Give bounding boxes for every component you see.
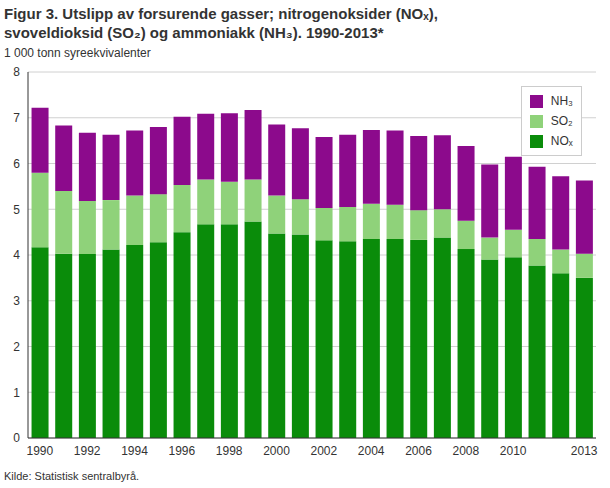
html-text:Figur 3. Utslipp av forsurende: Figur 3. Utslipp av forsurende gasser; n… [4,5,438,41]
svg-text:2004: 2004 [358,444,385,458]
svg-text:1992: 1992 [74,444,101,458]
svg-text:1998: 1998 [216,444,243,458]
svg-text:1996: 1996 [168,444,195,458]
svg-text:2010: 2010 [500,444,527,458]
svg-text:2008: 2008 [452,444,479,458]
svg-text:2: 2 [13,340,20,354]
svg-text:3: 3 [13,294,20,308]
svg-text:0: 0 [13,431,20,445]
svg-text:1: 1 [13,386,20,400]
svg-text:2013: 2013 [571,444,598,458]
svg-text:2002: 2002 [310,444,337,458]
html-text:1 000 tonn syreekvivalenter: 1 000 tonn syreekvivalenter [4,46,151,60]
svg-text:8: 8 [13,65,20,79]
svg-text:1994: 1994 [121,444,148,458]
svg-text:1990: 1990 [26,444,53,458]
html-text:Kilde: Statistisk sentralbyrå.: Kilde: Statistisk sentralbyrå. [4,470,140,482]
svg-text:2000: 2000 [263,444,290,458]
svg-text:7: 7 [13,111,20,125]
svg-text:6: 6 [13,157,20,171]
html-text:NH₃: NH₃ [550,94,573,108]
svg-text:4: 4 [13,248,20,262]
html-text:NOₓ: NOₓ [550,134,573,148]
svg-text:5: 5 [13,203,20,217]
html-text:SO₂: SO₂ [550,114,573,128]
svg-text:2006: 2006 [405,444,432,458]
